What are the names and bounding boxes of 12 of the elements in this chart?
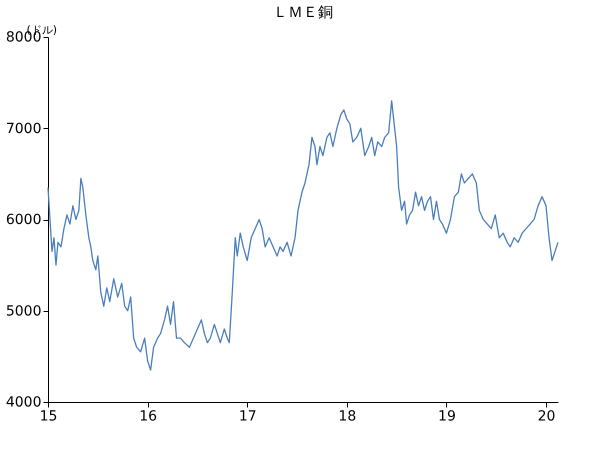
x-tick-label: 20 (538, 408, 556, 424)
x-tick-label: 15 (40, 408, 58, 424)
x-tick-label: 16 (139, 408, 158, 424)
x-tick-label: 18 (338, 408, 356, 424)
y-tick-label: 7000 (6, 120, 42, 137)
y-tick-label: 6000 (6, 212, 42, 228)
line-series (47, 100, 559, 371)
y-tick-label: 4000 (6, 394, 42, 410)
chart-title: ＬＭＥ銅 (273, 3, 333, 21)
y-tick-label: 5000 (6, 303, 42, 320)
x-tick-label: 19 (438, 408, 456, 424)
x-tick-label: 17 (238, 408, 257, 424)
